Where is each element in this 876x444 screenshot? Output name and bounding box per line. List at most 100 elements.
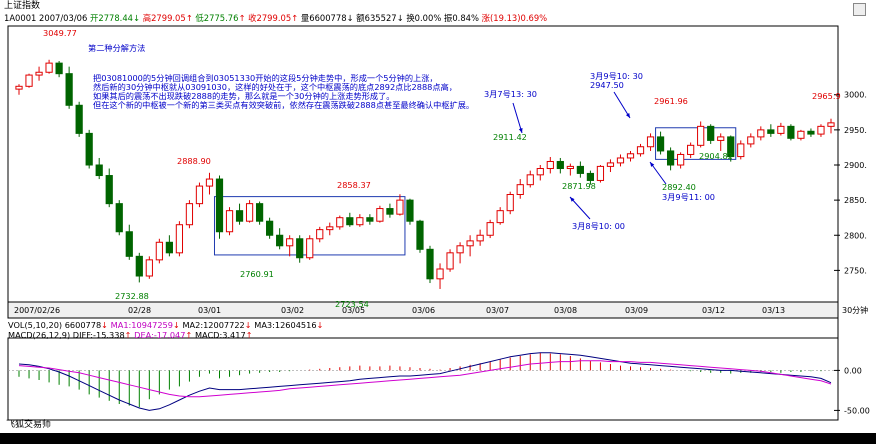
macd-diff-line — [18, 352, 832, 411]
menu-icon[interactable] — [853, 3, 866, 16]
candle-body — [65, 73, 73, 106]
candle-up — [185, 200, 194, 229]
diff-arrow: ↑ — [124, 330, 132, 340]
candle-up — [45, 59, 53, 74]
candle-up — [205, 172, 214, 195]
candle-body — [235, 210, 244, 222]
chart-frame — [7, 25, 839, 421]
candle-up — [526, 170, 534, 188]
candle-down — [235, 203, 244, 225]
candle-body — [195, 185, 204, 205]
label-2965: 2965.9 — [812, 91, 841, 101]
label-2871: 2871.98 — [562, 181, 596, 191]
candle-body — [75, 104, 83, 134]
x-tick-label: 2007/02/26 — [14, 306, 60, 315]
turnover-value: 换0.00% — [406, 13, 442, 23]
volume-arrow: ↓ — [346, 13, 354, 23]
ma1-value: MA1:10947259 — [110, 320, 173, 330]
candle-body — [727, 136, 735, 158]
candle-down — [807, 128, 815, 137]
candle-body — [496, 210, 504, 224]
candle-up — [245, 200, 254, 223]
macd-plot-border — [7, 337, 839, 421]
candle-down — [346, 212, 354, 227]
candle-down — [296, 235, 304, 263]
candle-body — [817, 125, 825, 135]
candle-down — [586, 170, 595, 185]
candle-up — [616, 154, 625, 167]
candle-body — [145, 259, 153, 277]
candle-up — [827, 118, 835, 134]
main-plot-border — [7, 25, 839, 303]
method-title: 第二种分解方法 — [88, 43, 146, 53]
candle-body — [787, 125, 795, 139]
candle-body — [95, 164, 103, 177]
candle-down — [787, 124, 795, 141]
candle-body — [115, 203, 123, 233]
candle-down — [366, 214, 374, 225]
x-tick-label: 02/28 — [128, 306, 151, 315]
candle-up — [396, 194, 404, 216]
code-date: 1A0001 2007/03/06 — [4, 13, 88, 23]
ma2-arrow: ↓ — [244, 320, 252, 330]
candle-down — [426, 245, 434, 284]
candle-body — [456, 245, 464, 254]
change-value: 涨(19.13)0.69% — [481, 13, 548, 23]
candle-body — [646, 136, 655, 148]
label-3049: 3049.77 — [43, 28, 77, 38]
macd-panel: 0.00 -50.00 — [8, 352, 870, 415]
candle-body — [616, 157, 625, 164]
candle-up — [817, 124, 825, 137]
grid-lines — [834, 94, 840, 271]
candle-body — [386, 208, 394, 215]
candle-body — [356, 217, 364, 226]
ma2-value: MA2:12007722 — [182, 320, 245, 330]
low-arrow: ↑ — [238, 13, 246, 23]
candle-body — [807, 130, 815, 135]
candle-down — [406, 198, 414, 225]
time-mar7: 3月7号13: 30 — [484, 89, 537, 99]
candle-body — [366, 217, 374, 222]
candle-body — [35, 71, 43, 76]
candle-down — [266, 217, 274, 239]
y-tick-label: 2850. — [844, 196, 867, 205]
arrow-head — [625, 113, 630, 118]
candle-body — [155, 241, 163, 261]
price-2947: 2947.50 — [590, 80, 624, 90]
candle-body — [396, 199, 404, 215]
candle-body — [767, 129, 775, 134]
candle-up — [566, 163, 574, 176]
high-arrow: ↑ — [185, 13, 193, 23]
open-arrow: ↓ — [133, 13, 141, 23]
arrow-mar9-1030 — [613, 91, 631, 119]
volume-indicator-line: VOL(5,10,20) 6600778↓ MA1:10947259↓ MA2:… — [8, 321, 323, 329]
candle-body — [636, 146, 645, 155]
candle-body — [215, 178, 224, 233]
candle-body — [266, 220, 274, 236]
candle-body — [185, 203, 194, 226]
macd-prefix: MACD(26,12,9) — [8, 330, 71, 340]
x-tick-label: 03/09 — [625, 306, 648, 315]
x-tick-label: 03/13 — [762, 306, 785, 315]
candle-up — [506, 191, 514, 215]
candle-body — [436, 268, 444, 280]
amount-arrow: ↓ — [396, 13, 404, 23]
candle-up — [697, 121, 705, 148]
candle-up — [646, 133, 655, 151]
y-tick-label: 3000. — [844, 91, 867, 100]
candle-body — [286, 238, 294, 247]
high-value: 高2799.05 — [142, 13, 186, 23]
amplitude-value: 振0.84% — [443, 13, 479, 23]
ma3-arrow: ↓ — [316, 320, 324, 330]
candle-down — [55, 61, 63, 78]
candle-up — [195, 182, 204, 208]
candle-down — [165, 235, 173, 257]
note-line-3: 如果其后的震荡不出现跌破2888的走势，那么就是一个30分钟的上涨走势形成了。 — [93, 91, 395, 101]
candle-down — [75, 101, 83, 137]
low-value: 低2775.76 — [195, 13, 239, 23]
candle-down — [255, 201, 264, 225]
candle-up — [486, 219, 494, 239]
diff-value: DIFF:-15.338 — [72, 330, 125, 340]
volume-value: 量6600778 — [300, 13, 347, 23]
candle-up — [35, 66, 43, 81]
